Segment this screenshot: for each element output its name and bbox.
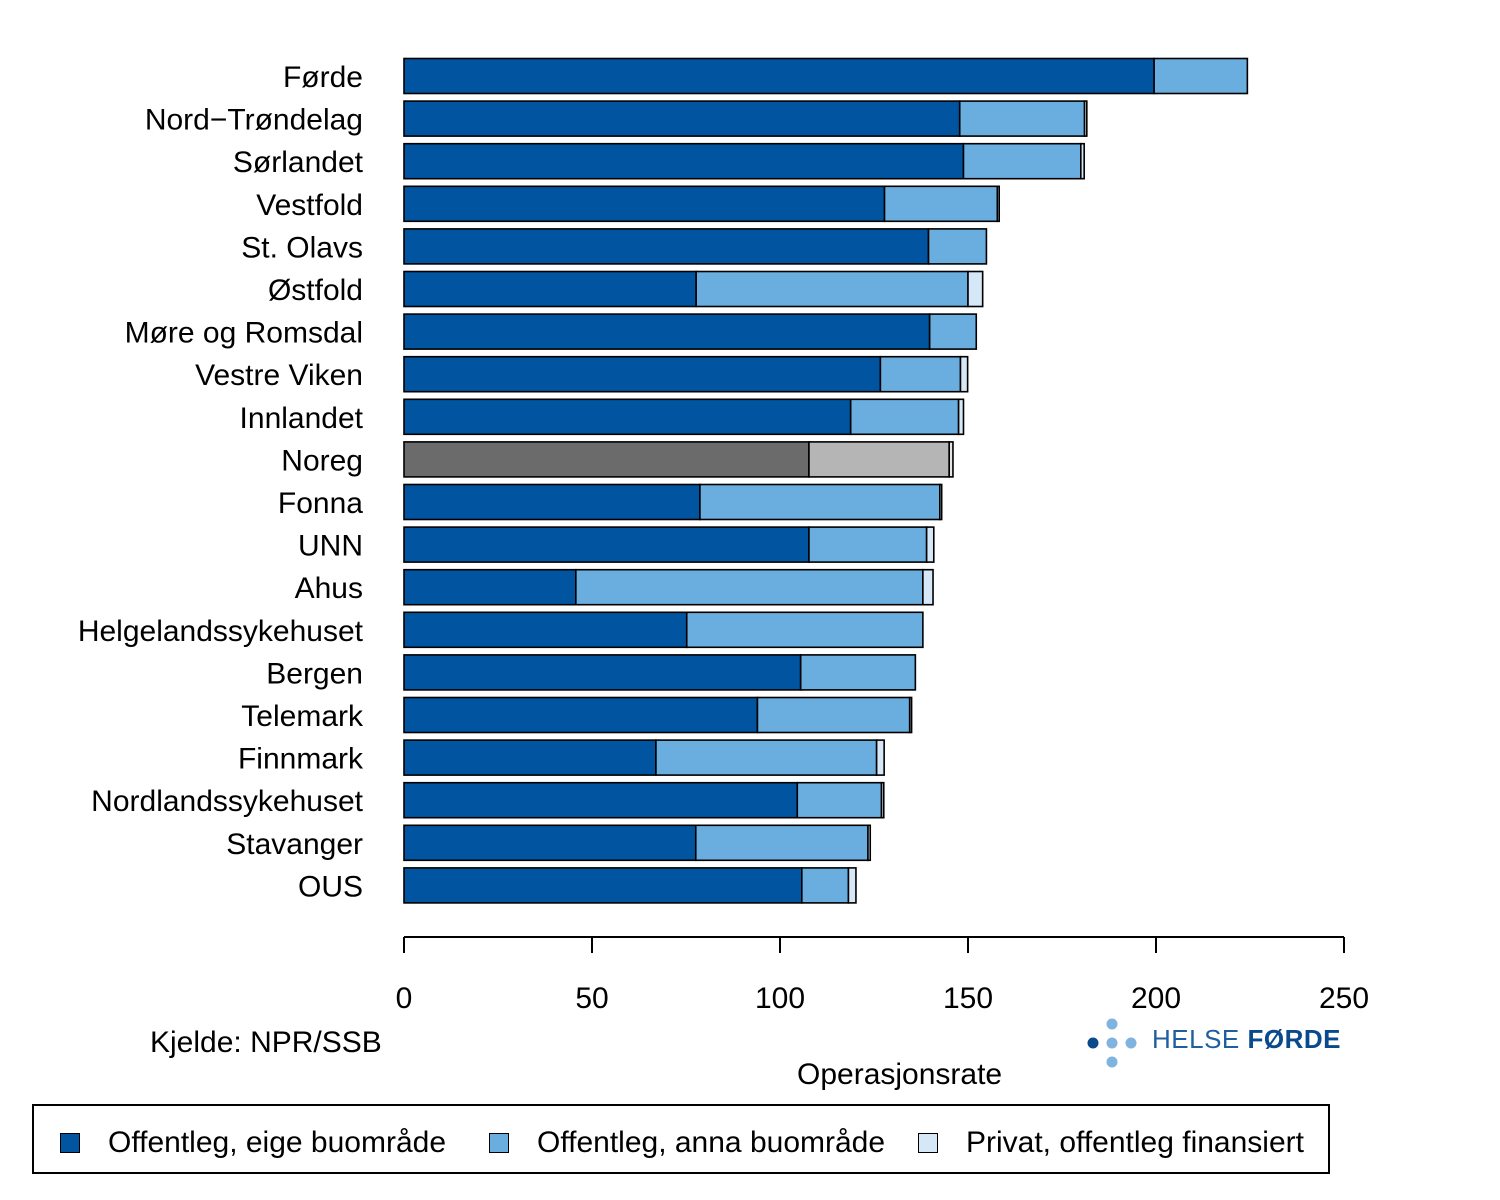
bar-segment-1 (403, 355, 882, 393)
bar-segment-2 (883, 185, 999, 223)
bar-segment-2 (796, 781, 883, 819)
helse-forde-logo: HELSE FØRDE (1082, 1016, 1342, 1070)
category-label: Ahus (295, 572, 363, 605)
bar-segment-3 (925, 526, 935, 563)
category-label: Bergen (266, 657, 363, 690)
bar-segment-1 (403, 228, 930, 265)
bar-segment-3 (880, 781, 885, 819)
legend-label-privat: Privat, offentleg finansiert (966, 1126, 1304, 1159)
bar-segment-1 (403, 526, 810, 563)
category-label: Nordlandssykehuset (91, 785, 363, 818)
x-tick-label: 50 (575, 982, 608, 1015)
bar-segment-1 (403, 568, 577, 606)
bar-segment-3 (996, 185, 1001, 223)
bar-segment-1 (403, 824, 697, 862)
bar-segment-3 (867, 824, 872, 862)
bar-segment-1 (403, 739, 657, 776)
bar-segment-1 (403, 185, 886, 223)
category-label: Sørlandet (233, 146, 364, 179)
category-label: Nord−Trøndelag (145, 104, 363, 137)
bar-segment-1 (403, 398, 852, 436)
category-label: Østfold (268, 274, 363, 307)
bar-segment-3 (908, 696, 913, 734)
x-tick-label: 150 (943, 982, 993, 1015)
source-note: Kjelde: NPR/SSB (150, 1026, 382, 1059)
bar-chart: Førde Nord−Trøndelag Sørlandet Vestfold St. … (78, 57, 1369, 1015)
bar-segment-2 (808, 526, 928, 563)
legend: Offentleg, eige buområde Offentleg, anna… (32, 1104, 1330, 1174)
bar-segment-3 (847, 867, 857, 904)
category-label: Vestre Viken (195, 359, 363, 392)
bar-segment-1 (403, 270, 697, 308)
bar-segment-1 (403, 611, 688, 649)
bar-segment-2 (685, 611, 924, 649)
category-label: OUS (298, 870, 363, 903)
category-label: UNN (298, 530, 363, 563)
legend-label-anna: Offentleg, anna buområde (537, 1126, 886, 1159)
bar-segment-3 (1080, 142, 1085, 180)
bar-segment-2 (1153, 57, 1249, 95)
legend-item-eige: Offentleg, eige buområde (60, 1126, 446, 1160)
bar-segment-2 (927, 228, 988, 265)
x-tick-label: 100 (755, 982, 805, 1015)
bar-segment-3 (967, 270, 984, 308)
logo-text-light: HELSE (1152, 1024, 1248, 1054)
category-label: Vestfold (256, 189, 363, 222)
bar-segment-2 (928, 313, 978, 350)
category-label: Møre og Romsdal (125, 317, 363, 350)
bar-segment-2 (879, 355, 962, 393)
bar-segment-3 (957, 398, 965, 436)
legend-item-privat: Privat, offentleg finansiert (918, 1126, 1304, 1160)
bar-segment-1 (403, 867, 803, 904)
bar-segment-2 (655, 739, 878, 776)
x-axis-label: Operasjonsrate (797, 1058, 1003, 1091)
bar-segment-1 (403, 696, 759, 734)
bar-segment-1 (403, 142, 965, 180)
legend-swatch-anna (489, 1133, 509, 1153)
bar-segment-2 (695, 270, 969, 308)
bar-segment-1 (403, 100, 961, 137)
logo-text: HELSE FØRDE (1152, 1024, 1341, 1055)
bar-segment-2 (801, 867, 850, 904)
bar-segment-2 (808, 441, 951, 478)
x-tick-label: 200 (1131, 982, 1181, 1015)
bar-segment-3 (922, 568, 934, 606)
bar-segment-2 (958, 100, 1086, 137)
bar-segment-2 (575, 568, 924, 606)
logo-dots-icon (1087, 1018, 1137, 1068)
bar-segment-1 (403, 313, 931, 350)
bar-segment-3 (938, 483, 943, 521)
category-label: Helgelandssykehuset (78, 615, 364, 648)
bar-segment-2 (699, 483, 941, 521)
x-tick-label: 250 (1319, 982, 1369, 1015)
bar-segment-2 (756, 696, 911, 734)
category-label: St. Olavs (241, 231, 363, 264)
bar-segment-1 (403, 654, 802, 691)
bar-segment-2 (694, 824, 869, 862)
logo-text-bold: FØRDE (1247, 1024, 1341, 1054)
x-tick-label: 0 (396, 982, 413, 1015)
bar-segment-1 (403, 483, 701, 521)
bar-segment-2 (962, 142, 1082, 180)
bar-segment-1 (403, 57, 1155, 95)
legend-swatch-eige (60, 1133, 80, 1153)
bar-segment-1 (403, 781, 799, 819)
category-label: Noreg (281, 444, 363, 477)
category-label: Stavanger (226, 828, 363, 861)
bar-segment-3 (959, 355, 969, 393)
bar-segment-2 (849, 398, 960, 436)
category-label: Telemark (241, 700, 364, 733)
bar-segment-2 (799, 654, 917, 691)
category-label: Førde (283, 61, 363, 94)
bar-segment-1 (403, 441, 810, 478)
bar-segment-3 (875, 739, 885, 776)
legend-label-eige: Offentleg, eige buområde (108, 1126, 447, 1159)
legend-swatch-privat (918, 1133, 938, 1153)
category-label: Fonna (278, 487, 363, 520)
bar-segment-3 (1083, 100, 1088, 137)
category-label: Innlandet (240, 402, 364, 435)
category-label: Finnmark (238, 743, 364, 776)
legend-item-anna: Offentleg, anna buområde (489, 1126, 885, 1160)
bar-segment-3 (948, 441, 954, 478)
